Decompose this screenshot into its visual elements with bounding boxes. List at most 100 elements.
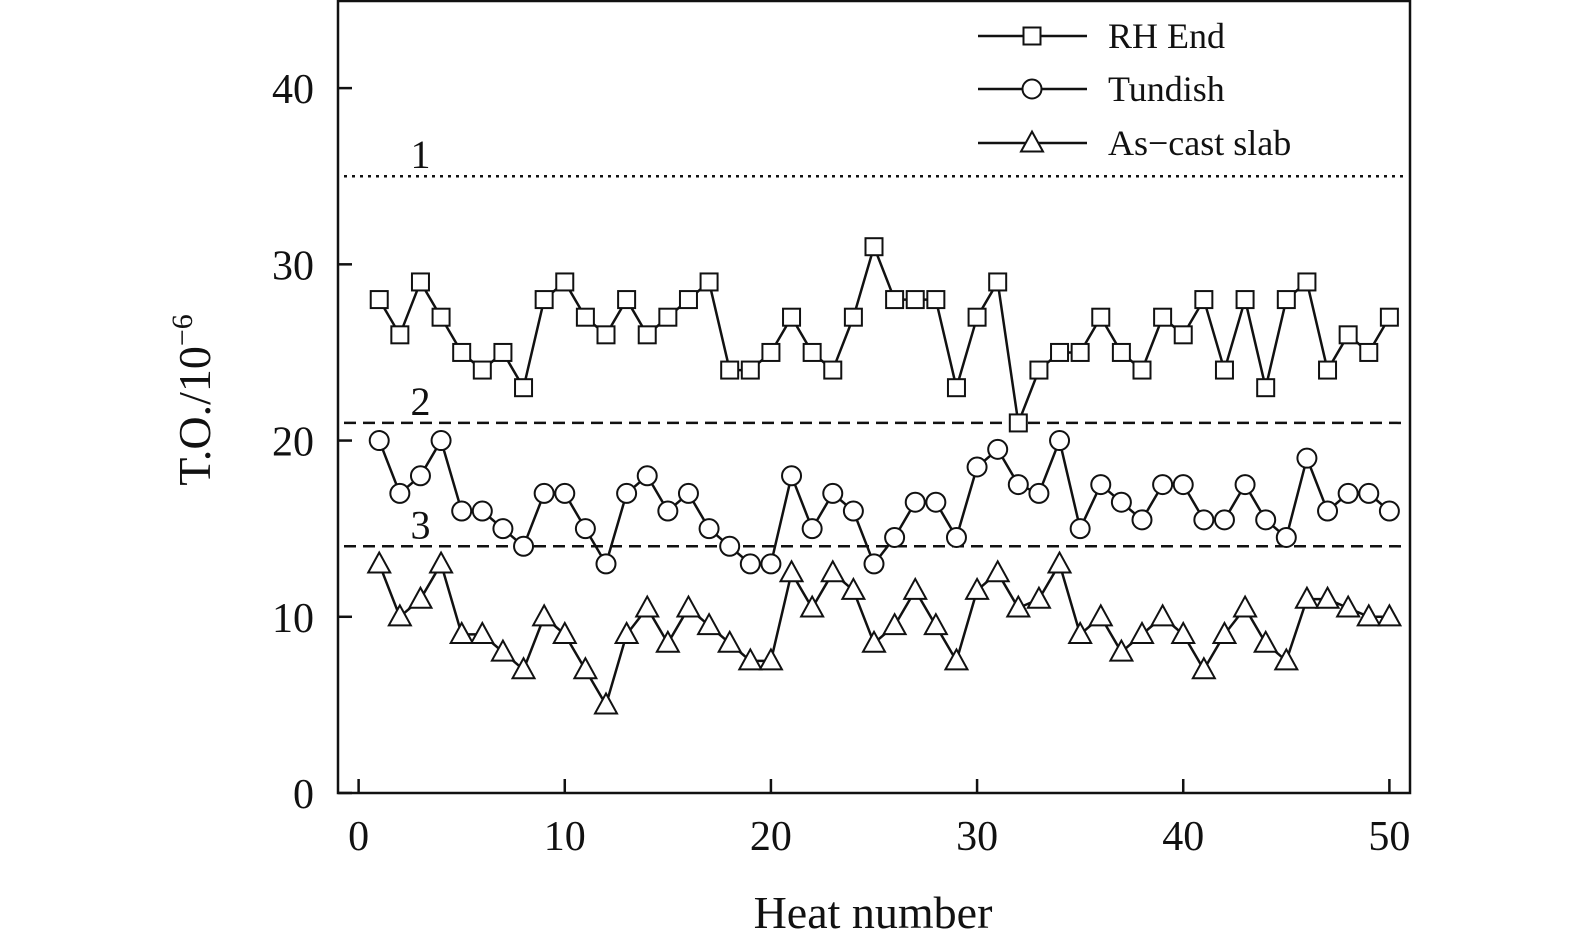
data-point [1318,360,1338,380]
y-tick-label: 20 [272,420,314,466]
data-point [1232,594,1258,618]
data-point [699,272,719,292]
data-point [822,482,844,504]
data-point [905,290,925,310]
axis-ticks: 0 10 20 30 40 50 0 10 20 30 40 [272,67,1410,860]
y-tick-label: 0 [293,772,314,818]
data-point [1378,500,1400,522]
data-point [510,656,537,680]
data-point [613,620,640,644]
data-point [881,612,908,636]
data-point [1191,656,1217,680]
data-point [490,638,516,662]
data-point [861,629,887,653]
data-point [1067,620,1093,644]
data-point [596,325,616,345]
data-point [552,620,578,644]
data-point [431,307,451,327]
data-point [1005,594,1032,618]
data-point [902,576,928,600]
data-point [575,307,595,327]
legend-label: As−cast slab [1108,123,1291,163]
data-point [1131,509,1153,531]
data-series [366,237,1403,715]
data-point [926,290,946,310]
y-tick-label: 10 [272,596,314,642]
x-tick-label: 0 [348,814,369,860]
data-point [823,360,843,380]
y-axis-title: T.O./10 [169,346,220,486]
x-tick-label: 10 [544,814,586,860]
data-point [1028,482,1050,504]
data-point [389,482,411,504]
data-point [739,553,761,575]
data-point [452,342,472,362]
data-point [430,430,452,452]
data-point [1069,518,1091,540]
data-point [1070,342,1090,362]
data-point [1172,474,1194,496]
data-point [943,647,970,671]
data-point [716,629,743,653]
x-tick-label: 50 [1368,814,1410,860]
data-point [1275,526,1297,548]
data-point [925,491,947,513]
data-point [1252,629,1279,653]
data-point [799,594,825,618]
data-point [758,647,784,671]
data-point [782,307,802,327]
reference-line-label: 1 [410,132,430,177]
data-point [492,518,514,540]
series-rh-end [369,237,1399,433]
data-point [984,559,1011,583]
data-point [1090,474,1112,496]
series-tundish [368,430,1400,575]
data-point [1337,482,1359,504]
legend-label: Tundish [1108,69,1225,109]
data-point [1026,585,1052,609]
data-point [761,342,781,362]
data-point [616,482,638,504]
data-point [1193,509,1215,531]
series-as-cast-slab [366,550,1403,715]
data-point [1153,307,1173,327]
data-point [1317,500,1339,522]
data-point [1129,620,1155,644]
data-point [696,612,722,636]
data-point [534,290,554,310]
data-point [677,482,699,504]
y-tick-label: 30 [272,243,314,289]
data-point [366,550,392,574]
legend-marker [1021,78,1043,100]
legend-marker [1022,26,1042,46]
data-point [1050,342,1070,362]
data-point [946,378,966,398]
data-point [740,360,760,380]
data-point [1149,603,1176,627]
data-point [513,535,535,557]
data-point [410,272,430,292]
data-point [678,290,698,310]
data-point [1256,378,1276,398]
data-point [964,576,990,600]
data-point [1108,638,1135,662]
legend-label: RH End [1108,16,1225,56]
data-point [1273,647,1300,671]
x-tick-label: 40 [1162,814,1204,860]
data-point [472,360,492,380]
data-point [1111,342,1131,362]
data-point [617,290,637,310]
data-point [945,526,967,548]
data-point [1379,307,1399,327]
data-point [471,500,493,522]
data-point [451,500,473,522]
data-point [1214,360,1234,380]
data-point [820,559,846,583]
data-point [407,585,434,609]
data-point [574,518,596,540]
legend: RH End Tundish As−cast slab [978,16,1291,163]
data-point [1314,585,1341,609]
data-point [469,620,496,644]
data-point [1296,447,1318,469]
data-point [988,272,1008,292]
